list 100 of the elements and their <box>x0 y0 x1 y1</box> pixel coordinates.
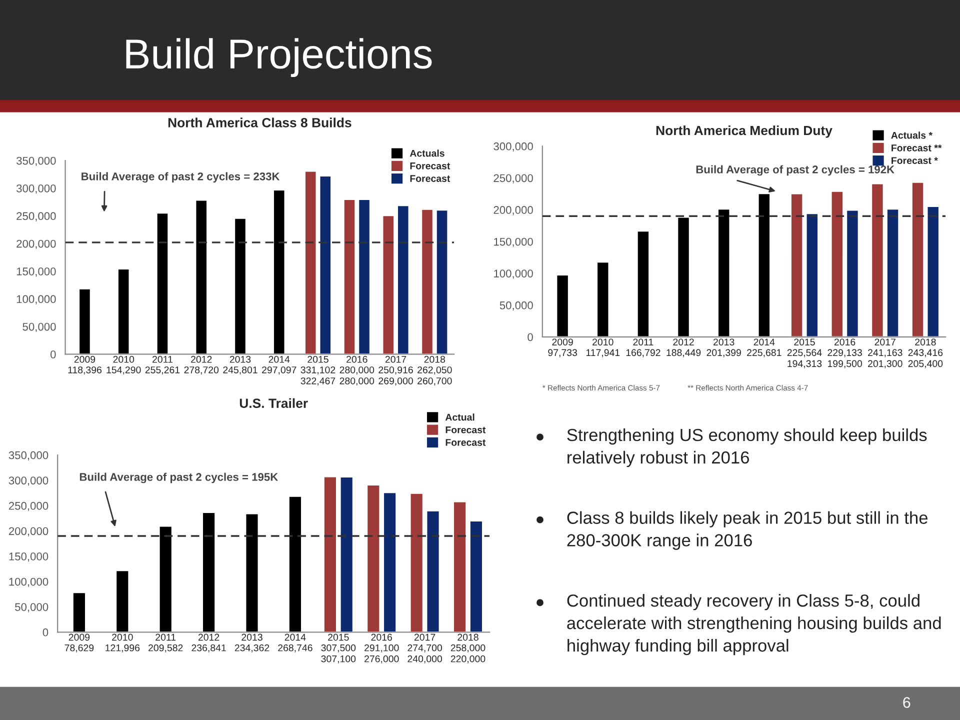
x-tick-label: 2013 <box>230 356 251 363</box>
x-tick-label: 2015 <box>308 356 328 363</box>
data-label: 274,700 <box>408 644 442 652</box>
x-tick-label: 2014 <box>754 338 775 346</box>
data-label: 199,500 <box>828 360 862 368</box>
bar <box>272 189 286 354</box>
x-tick-label: 2010 <box>112 634 133 641</box>
legend-label: Forecast * <box>892 157 938 164</box>
legend-label: Actuals * <box>891 132 933 139</box>
y-tick-label: 0 <box>42 628 48 636</box>
y-tick-label: 50,000 <box>22 322 56 332</box>
x-tick-label: 2016 <box>371 634 392 641</box>
data-label: 268,746 <box>278 644 312 652</box>
data-label: 201,399 <box>706 349 741 358</box>
bar <box>339 476 354 632</box>
data-label: 188,449 <box>666 349 701 358</box>
data-label: 229,133 <box>828 349 862 358</box>
bar <box>596 261 610 337</box>
y-tick-label: 50,000 <box>500 301 533 311</box>
bar <box>244 512 260 632</box>
y-tick-label: 150,000 <box>9 552 48 562</box>
bar <box>409 492 424 632</box>
x-tick-label: 2016 <box>346 356 368 363</box>
data-label: 205,400 <box>908 360 943 368</box>
y-tick-label: 100,000 <box>9 578 48 587</box>
text: Strengthening US economy should keep builds relatively robust in 2016 <box>567 428 927 468</box>
data-label: 209,582 <box>148 644 183 652</box>
bar <box>790 192 804 337</box>
x-tick-label: 2018 <box>458 634 478 641</box>
annotation: Build Average of past 2 cycles = 233K <box>82 172 280 183</box>
bar <box>366 484 381 632</box>
text: 6 <box>903 697 910 708</box>
data-label: 307,500 <box>321 644 356 652</box>
y-tick-label: 200,000 <box>494 206 533 216</box>
y-tick-label: 300,000 <box>494 142 533 152</box>
bar <box>886 208 900 337</box>
bar <box>926 206 940 337</box>
bar <box>556 274 570 337</box>
y-tick-label: 250,000 <box>494 174 533 184</box>
data-label: 291,100 <box>364 644 399 652</box>
data-label: 225,681 <box>747 349 782 358</box>
legend-label: Forecast ** <box>892 144 942 152</box>
bar <box>717 208 731 337</box>
x-tick-label: 2009 <box>552 338 573 346</box>
data-label: 194,313 <box>788 360 822 368</box>
bar <box>288 495 302 632</box>
data-label: 260,700 <box>418 377 452 386</box>
chart-title: U.S. Trailer <box>240 398 308 408</box>
data-label: 78,629 <box>64 644 94 652</box>
data-label: 236,841 <box>192 644 226 652</box>
x-tick-label: 2012 <box>191 356 212 363</box>
bar <box>382 492 397 632</box>
y-tick-label: 100,000 <box>494 270 533 279</box>
x-tick-label: 2013 <box>242 634 262 641</box>
x-tick-label: 2009 <box>68 634 90 641</box>
bar <box>870 182 884 337</box>
bar <box>469 520 484 632</box>
bar <box>911 181 925 337</box>
y-tick-label: 50,000 <box>15 603 48 612</box>
bar <box>318 175 332 354</box>
y-tick-label: 0 <box>50 350 56 358</box>
bar <box>234 218 247 354</box>
bar <box>194 199 208 354</box>
bar <box>757 192 771 337</box>
legend-label: Actual <box>445 414 474 421</box>
data-label: 241,163 <box>868 349 902 358</box>
bar <box>304 170 318 354</box>
x-tick-label: 2011 <box>152 356 172 363</box>
legend-label: Forecast <box>446 426 486 434</box>
data-label: 307,100 <box>321 655 356 664</box>
bar <box>156 212 170 354</box>
text: Continued steady recovery in Class 5-8, could accelerate with strengthening housing builds and highway funding bill approval <box>567 594 941 656</box>
bar <box>72 592 86 632</box>
data-label: 97,733 <box>548 349 577 358</box>
legend-label: Actuals <box>410 150 444 157</box>
x-tick-label: 2014 <box>268 356 290 363</box>
bar <box>636 230 650 337</box>
data-label: 243,416 <box>908 349 943 358</box>
bar <box>426 510 440 632</box>
bar <box>676 216 690 337</box>
annotation: Build Average of past 2 cycles = 195K <box>80 472 278 484</box>
data-label: 166,792 <box>626 349 660 358</box>
data-label: 322,467 <box>300 377 336 386</box>
data-label: 245,801 <box>223 366 258 374</box>
x-tick-label: 2017 <box>385 356 406 363</box>
x-tick-label: 2011 <box>633 338 654 346</box>
data-label: 250,916 <box>378 366 413 374</box>
data-label: 234,362 <box>234 644 270 652</box>
x-tick-label: 2017 <box>874 338 896 346</box>
data-label: 201,300 <box>868 360 902 368</box>
bar <box>78 288 92 354</box>
legend-label: Forecast <box>446 439 486 446</box>
y-tick-label: 150,000 <box>16 268 56 277</box>
data-label: 331,102 <box>300 366 336 374</box>
data-label: 258,000 <box>450 644 486 652</box>
data-label: 117,941 <box>586 349 620 358</box>
y-tick-label: 300,000 <box>16 184 56 194</box>
y-tick-label: 250,000 <box>8 502 48 512</box>
y-tick-label: 250,000 <box>16 212 56 222</box>
data-label: 262,050 <box>418 366 452 374</box>
